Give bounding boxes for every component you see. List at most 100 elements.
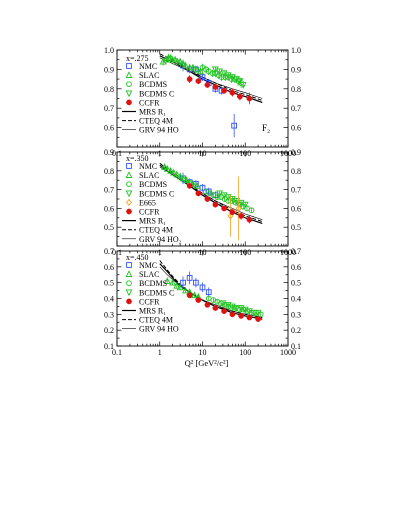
x-tick-label: 100	[239, 348, 251, 357]
x-tick-label: 1000	[280, 348, 296, 357]
point-ccfr	[229, 89, 236, 96]
f2-annotation: F₂	[262, 123, 270, 133]
legend-item-mrs: MRS R₁	[122, 108, 166, 117]
y-tick-label-right: 0.1	[291, 342, 301, 351]
legend-item-bcdms-c: BCDMS C	[125, 288, 174, 297]
legend-marker-slac	[125, 171, 133, 178]
legend-item-grv-sub: GRV 94 HO₂	[122, 235, 182, 244]
legend-label-cteq: CTEQ 4M	[139, 117, 173, 126]
legend-label-slac: SLAC	[139, 171, 159, 180]
point-slac	[182, 176, 190, 184]
y-tick-label-right: 0.4	[291, 295, 301, 304]
point-ccfr	[246, 314, 253, 321]
y-tick-label-left: 0.2	[104, 326, 114, 335]
panel-x-label: x=.450	[126, 253, 149, 262]
point-ccfr	[204, 82, 211, 88]
legend-item-slac: SLAC	[125, 270, 159, 279]
point-ccfr	[186, 182, 193, 189]
y-tick-label-left: 0.7	[104, 186, 114, 195]
legend-item-mrs: MRS R₁	[122, 307, 166, 316]
point-bcdms-c	[237, 305, 245, 312]
point-ccfr	[255, 316, 261, 322]
y-tick-label-right: 0.7	[291, 186, 301, 195]
y-tick-label-right: 0.6	[291, 204, 301, 213]
point-ccfr	[212, 84, 219, 90]
x-tick-label: 0.1	[112, 348, 122, 357]
point-slac	[179, 59, 187, 67]
legend-label-mrs: MRS R₁	[139, 307, 166, 316]
legend-label-nmc: NMC	[139, 162, 157, 171]
legend-label-nmc: NMC	[139, 62, 157, 71]
legend-item-cteq: CTEQ 4M	[122, 316, 173, 325]
legend-marker-bcdms	[126, 81, 132, 88]
legend-label-e665: E665	[139, 198, 156, 207]
point-bcdms-c	[241, 306, 249, 314]
point-slac	[193, 181, 201, 189]
point-ccfr	[229, 311, 236, 318]
legend-label-slac: SLAC	[139, 71, 159, 80]
point-ccfr	[186, 76, 193, 82]
point-bcdms-c	[239, 82, 247, 89]
point-bcdms-c	[250, 309, 258, 317]
point-bcdms-c	[254, 309, 262, 317]
y-tick-label-left: 0.7	[104, 104, 114, 113]
legend-item-slac: SLAC	[125, 171, 159, 180]
legend-item-cteq: CTEQ 4M	[122, 226, 173, 235]
legend-marker-e665	[126, 198, 132, 207]
point-slac	[176, 57, 184, 65]
legend-label-mrs: MRS R₁	[139, 217, 166, 226]
legend-label-bcdms-c: BCDMS C	[139, 89, 174, 98]
point-slac	[189, 63, 197, 71]
legend-marker-ccfr	[126, 208, 132, 215]
point-bcdms-c	[233, 198, 241, 205]
y-tick-label-left: 0.7	[104, 247, 114, 256]
legend-marker-bcdms-c	[125, 90, 133, 98]
y-tick-label-left: 0.9	[104, 65, 114, 74]
point-bcdms-c	[236, 78, 244, 85]
legend-item-grv: GRV 94 HO	[122, 126, 179, 135]
legend-label-ccfr: CCFR	[139, 98, 160, 107]
panel-x-label: x=.350	[126, 154, 149, 163]
legend-label-cteq: CTEQ 4M	[139, 316, 173, 325]
y-tick-label-left: 0.6	[104, 124, 114, 133]
point-ccfr	[229, 209, 236, 216]
y-tick-label-right: 0.8	[291, 167, 301, 176]
legend-item-bcdms-c: BCDMS C	[125, 189, 174, 198]
legend-marker-slac	[125, 270, 133, 277]
point-slac	[176, 283, 184, 291]
y-tick-label-right: 0.2	[291, 326, 301, 335]
point-ccfr	[221, 205, 227, 212]
panel-x-label: x=.275	[126, 54, 149, 63]
y-tick-label-left: 0.8	[104, 167, 114, 176]
y-tick-label-left: 0.5	[104, 279, 114, 288]
x-tick-label: 1	[158, 348, 162, 357]
point-ccfr	[246, 95, 253, 102]
panel-2: 0.111010010000.50.50.60.60.70.70.80.80.9…	[104, 148, 301, 257]
point-bcdms-c	[228, 74, 236, 82]
point-ccfr	[212, 201, 219, 208]
legend-marker-ccfr	[126, 298, 132, 305]
legend-item-bcdms: BCDMS	[126, 279, 167, 288]
panel-1: 0.111010010000.60.60.70.70.80.80.90.91.0…	[104, 46, 301, 158]
legend-item-bcdms: BCDMS	[126, 180, 167, 189]
y-tick-label-right: 0.7	[291, 104, 301, 113]
point-ccfr	[237, 93, 243, 100]
y-tick-label-left: 0.6	[104, 263, 114, 272]
y-tick-label-right: 0.6	[291, 263, 301, 272]
point-bcdms-c	[228, 196, 236, 203]
point-slac	[167, 166, 175, 174]
point-nmc	[199, 284, 206, 291]
point-ccfr	[204, 196, 211, 202]
point-slac	[182, 61, 189, 69]
point-nmc	[180, 279, 186, 286]
y-tick-label-left: 0.4	[104, 295, 114, 304]
legend-label-nmc: NMC	[139, 261, 157, 270]
legend-marker-bcdms-c	[125, 190, 133, 198]
legend-item-ccfr: CCFR	[126, 297, 160, 306]
plot-area	[159, 260, 264, 322]
legend-item-nmc: NMC	[126, 62, 157, 71]
point-slac	[169, 278, 177, 286]
y-tick-label-left: 0.6	[104, 204, 114, 213]
legend-item-nmc: NMC	[126, 162, 157, 171]
